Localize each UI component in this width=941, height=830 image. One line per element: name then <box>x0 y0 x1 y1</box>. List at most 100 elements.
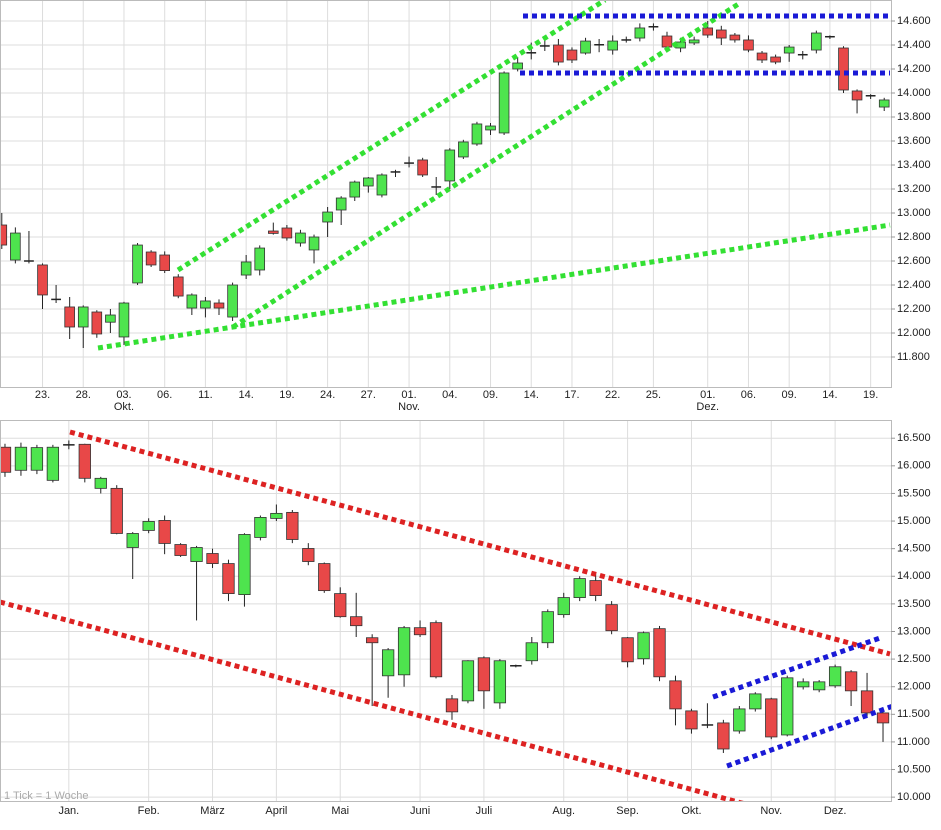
candle-body <box>661 35 673 48</box>
candle-body <box>227 284 238 318</box>
candle-body <box>94 477 107 489</box>
x-tick-label: 03. <box>116 389 131 401</box>
y-tick-label: 14.500 <box>897 543 931 555</box>
candle-body <box>159 254 170 272</box>
candle-body <box>51 298 61 301</box>
candle-body <box>828 666 842 687</box>
candle-body <box>702 27 714 36</box>
candle-body <box>126 533 139 548</box>
candle-body <box>526 52 537 54</box>
candle-body <box>240 261 252 276</box>
x-tick-label: 14. <box>239 389 254 401</box>
candle-body <box>200 300 211 309</box>
candle-body <box>729 34 741 41</box>
candle-body <box>397 627 411 676</box>
candle-body <box>64 306 75 328</box>
x-tick-label: März <box>200 805 224 817</box>
candle-body <box>634 27 646 39</box>
candle-body <box>648 26 659 28</box>
x-tick-label: 04. <box>442 389 457 401</box>
candle-body <box>206 553 219 564</box>
candle-body <box>350 616 363 627</box>
trend-line <box>176 0 607 273</box>
x-tick-label: Mai <box>331 805 349 817</box>
candle-body <box>349 181 361 198</box>
candle-body <box>444 149 456 182</box>
candle-body <box>688 39 700 44</box>
candle-body <box>876 712 890 724</box>
x-tick-label: 09. <box>782 389 797 401</box>
x-tick-label: 23. <box>35 389 50 401</box>
y-tick-label: 15.000 <box>897 515 931 527</box>
candle-body <box>30 447 44 471</box>
candle-body <box>363 177 374 187</box>
y-tick-label: 11.500 <box>897 708 930 720</box>
y-tick-label: 14.000 <box>897 570 931 582</box>
candle-body <box>174 544 187 556</box>
candle-body <box>749 693 762 710</box>
y-tick-label: 10.000 <box>897 791 931 803</box>
x-tick-label: Juni <box>410 805 430 817</box>
plot-frame <box>0 0 892 388</box>
x-tick-label: 09. <box>483 389 498 401</box>
candle-body <box>132 244 143 284</box>
x-tick-label: Nov. <box>398 401 420 413</box>
x-tick-label: 27. <box>361 389 376 401</box>
x-tick-label: 14. <box>822 389 837 401</box>
candle-body <box>91 311 103 335</box>
candle-body <box>557 597 570 616</box>
candle-body <box>334 593 347 618</box>
candle-body <box>541 611 554 644</box>
y-tick-label: 14.000 <box>897 87 931 99</box>
candle-body <box>445 698 459 713</box>
grid-top <box>0 0 891 387</box>
candle-body <box>756 52 768 61</box>
candle-body <box>10 232 21 261</box>
x-tick-label: Jan. <box>58 805 79 817</box>
candle-body <box>865 95 876 97</box>
candle-body <box>413 627 427 636</box>
x-tick-label: Dez. <box>696 401 719 413</box>
x-tick-label: Sep. <box>616 805 639 817</box>
y-tick-label: 13.200 <box>897 183 931 195</box>
candles-bottom <box>0 440 890 753</box>
candle-body <box>268 230 279 234</box>
candle-body <box>621 637 634 663</box>
x-tick-label: 01. <box>401 389 416 401</box>
y-tick-label: 13.800 <box>897 111 931 123</box>
x-tick-label: 24. <box>320 389 335 401</box>
candle-body <box>14 446 28 471</box>
candle-body <box>851 90 863 101</box>
candle-body <box>429 622 443 678</box>
x-tick-label: 11. <box>198 389 212 401</box>
candle-body <box>637 632 650 660</box>
candles-top <box>0 21 890 348</box>
candle-body <box>701 724 714 726</box>
candle-body <box>186 294 198 309</box>
candle-body <box>878 99 890 108</box>
candle-body <box>485 125 496 131</box>
candle-body <box>770 56 781 63</box>
candle-body <box>783 46 795 54</box>
candle-body <box>838 47 849 91</box>
y-tick-label: 13.400 <box>897 159 931 171</box>
candle-body <box>63 444 75 446</box>
candle-body <box>781 677 794 736</box>
candle-body <box>366 637 379 644</box>
candle-body <box>302 548 315 562</box>
candle-body <box>46 446 60 481</box>
candle-body <box>254 517 267 538</box>
candle-body <box>525 642 538 662</box>
candle-body <box>510 665 522 667</box>
x-tick-label: 19. <box>863 389 878 401</box>
candle-body <box>404 162 414 164</box>
candle-body <box>270 512 283 519</box>
candle-body <box>461 660 475 702</box>
candle-body <box>825 35 835 38</box>
candle-body <box>105 314 116 323</box>
candle-body <box>254 247 266 271</box>
y-tick-label: 12.400 <box>897 279 931 291</box>
trend-line <box>69 429 891 657</box>
candle-body <box>417 159 428 176</box>
